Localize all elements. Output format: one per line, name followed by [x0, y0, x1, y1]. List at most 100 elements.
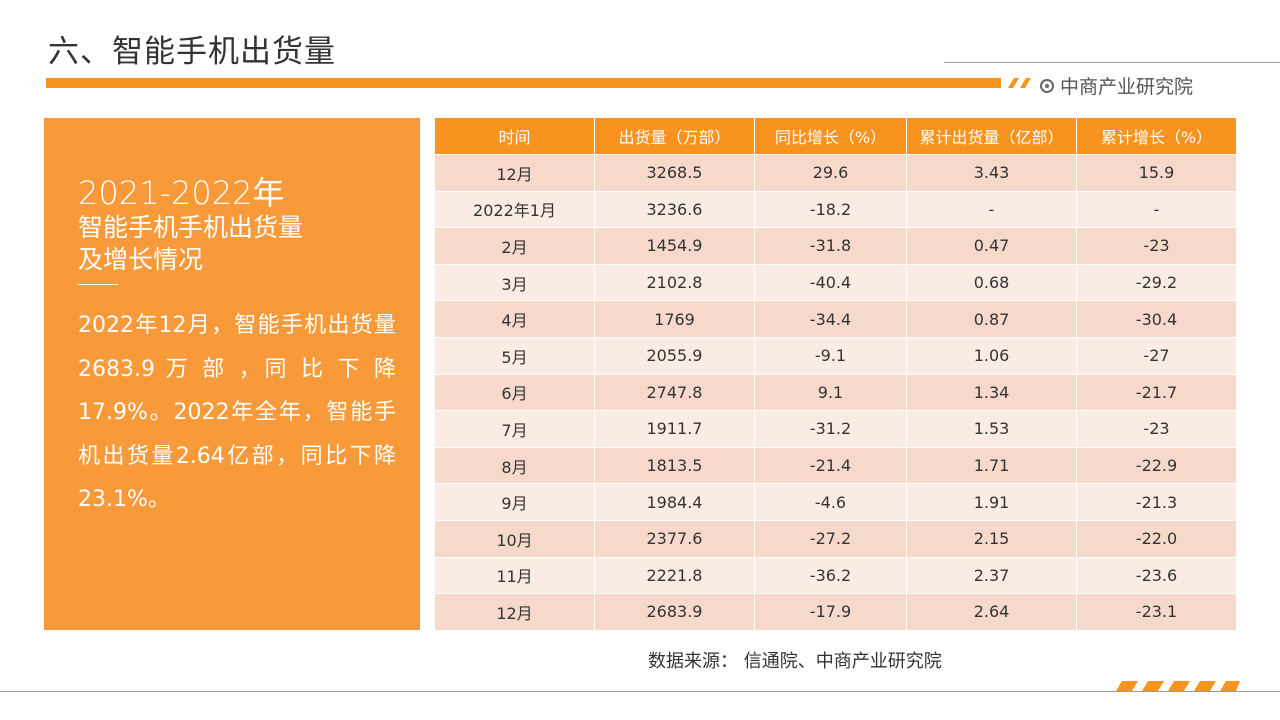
table-cell: -17.9 — [754, 593, 907, 631]
table-cell: 0.68 — [906, 263, 1077, 302]
header-time: 时间 — [434, 117, 595, 155]
data-source: 数据来源： 信通院、中商产业研究院 — [648, 651, 942, 672]
table-cell: 9.1 — [754, 373, 907, 412]
table-row: 11月 2221.8 -36.2 2.37 -23.6 — [434, 556, 1237, 595]
table-cell: -21.7 — [1076, 373, 1237, 412]
table-cell: 1.71 — [906, 446, 1077, 485]
table-cell: 12月 — [434, 593, 595, 631]
table-cell: 2055.9 — [594, 336, 755, 375]
table-row: 2022年1月 3236.6 -18.2- - — [434, 190, 1237, 229]
table-cell: -4.6 — [754, 483, 907, 521]
table-cell: - — [1076, 190, 1237, 229]
table-cell: -23.6 — [1076, 556, 1237, 595]
table-cell: 3月 — [434, 263, 595, 302]
table-cell: 2102.8 — [594, 263, 755, 302]
table-cell: 2022年1月 — [434, 190, 595, 229]
table-cell: 5月 — [434, 336, 595, 375]
table-cell: 0.47 — [906, 227, 1077, 265]
table-cell: 1769 — [594, 300, 755, 338]
table-row: 3月 2102.8 -40.4 0.68 -29.2 — [434, 263, 1237, 302]
table-row: 10月 2377.6 -27.2 2.15 -22.0 — [434, 519, 1237, 558]
table-cell: -31.2 — [754, 410, 907, 448]
table-cell: - — [906, 190, 1077, 229]
table-cell: 29.6 — [754, 154, 907, 192]
table-cell: 11月 — [434, 556, 595, 595]
header-accent-bar — [46, 78, 1001, 88]
table-cell: -34.4 — [754, 300, 907, 338]
table-cell: 15.9 — [1076, 154, 1237, 192]
table-row: 4月 1769 -34.4 0.87 -30.4 — [434, 300, 1237, 338]
table-cell: 1.91 — [906, 483, 1077, 521]
table-row: 5月 2055.9 -9.1 1.06 -27 — [434, 336, 1237, 375]
table-cell: 1911.7 — [594, 410, 755, 448]
table-cell: 1984.4 — [594, 483, 755, 521]
table-cell: 1.34 — [906, 373, 1077, 412]
table-cell: 2.15 — [906, 519, 1077, 558]
table-cell: 6月 — [434, 373, 595, 412]
table-row: 6月 2747.8 9.1 1.34 -21.7 — [434, 373, 1237, 412]
header-yoy-growth: 同比增长（%） — [754, 117, 907, 155]
table-cell: 7月 — [434, 410, 595, 448]
table-cell: 2.37 — [906, 556, 1077, 595]
table-cell: -27 — [1076, 336, 1237, 375]
header-cumulative-shipment: 累计出货量（亿部） — [906, 117, 1077, 155]
table-row: 7月 1911.7 -31.2 1.53 -23 — [434, 410, 1237, 448]
table-row: 12月 2683.9 -17.9 2.64 -23.1 — [434, 593, 1237, 631]
table-cell: 1.06 — [906, 336, 1077, 375]
header-stripes — [1008, 78, 1031, 88]
target-icon — [1040, 78, 1054, 93]
table-cell: -9.1 — [754, 336, 907, 375]
table-row: 9月 1984.4 -4.6 1.91 -21.3 — [434, 483, 1237, 521]
table-header-row: 时间 出货量（万部） 同比增长（%） 累计出货量（亿部） 累计增长（%） — [434, 117, 1237, 155]
summary-panel: 2021-2022年 智能手机手机出货量 及增长情况 2022年12月，智能手机… — [44, 118, 420, 630]
table-cell: -31.8 — [754, 227, 907, 265]
table-cell: -23 — [1076, 410, 1237, 448]
shipment-table: 时间 出货量（万部） 同比增长（%） 累计出货量（亿部） 累计增长（%） 12月… — [434, 117, 1237, 631]
table-cell: 2221.8 — [594, 556, 755, 595]
table-cell: -36.2 — [754, 556, 907, 595]
footer-stripes — [1116, 681, 1240, 691]
table-cell: -29.2 — [1076, 263, 1237, 302]
table-cell: -22.9 — [1076, 446, 1237, 485]
table-cell: 12月 — [434, 154, 595, 192]
table-cell: 2月 — [434, 227, 595, 265]
panel-year: 2021-2022年 — [78, 174, 285, 212]
table-cell: -23 — [1076, 227, 1237, 265]
panel-subtitle-line1: 智能手机手机出货量 — [78, 213, 304, 242]
table-cell: 10月 — [434, 519, 595, 558]
table-cell: 2747.8 — [594, 373, 755, 412]
brand-name: 中商产业研究院 — [1060, 76, 1194, 98]
table-cell: 3.43 — [906, 154, 1077, 192]
table-cell: -21.4 — [754, 446, 907, 485]
header-rule — [944, 62, 1280, 63]
table-cell: -40.4 — [754, 263, 907, 302]
panel-divider — [78, 284, 118, 285]
table-cell: 1454.9 — [594, 227, 755, 265]
panel-description: 2022年12月，智能手机出货量 2683.9 万 部 ，同 比 下 降17.9… — [78, 313, 396, 512]
table-row: 8月 1813.5 -21.4 1.71 -22.9 — [434, 446, 1237, 485]
table-cell: 1.53 — [906, 410, 1077, 448]
table-cell: 1813.5 — [594, 446, 755, 485]
table-row: 2月 1454.9 -31.8 0.47 -23 — [434, 227, 1237, 265]
table-cell: 9月 — [434, 483, 595, 521]
brand: 中商产业研究院 — [1040, 72, 1193, 99]
table-cell: -21.3 — [1076, 483, 1237, 521]
header-cumulative-growth: 累计增长（%） — [1076, 117, 1237, 155]
table-cell: 4月 — [434, 300, 595, 338]
table-cell: 0.87 — [906, 300, 1077, 338]
table-cell: -27.2 — [754, 519, 907, 558]
table-row: 12月 3268.5 29.6 3.43 15.9 — [434, 154, 1237, 192]
table-cell: 8月 — [434, 446, 595, 485]
footer-rule — [0, 691, 1280, 692]
panel-subtitle-line2: 及增长情况 — [78, 245, 204, 274]
table-cell: 3236.6 — [594, 190, 755, 229]
header-shipment: 出货量（万部） — [594, 117, 755, 155]
table-cell: 3268.5 — [594, 154, 755, 192]
page-title: 六、智能手机出货量 — [48, 34, 336, 70]
table-cell: -30.4 — [1076, 300, 1237, 338]
table-cell: 2.64 — [906, 593, 1077, 631]
table-cell: -23.1 — [1076, 593, 1237, 631]
table-cell: 2377.6 — [594, 519, 755, 558]
table-cell: -18.2 — [754, 190, 907, 229]
table-cell: -22.0 — [1076, 519, 1237, 558]
